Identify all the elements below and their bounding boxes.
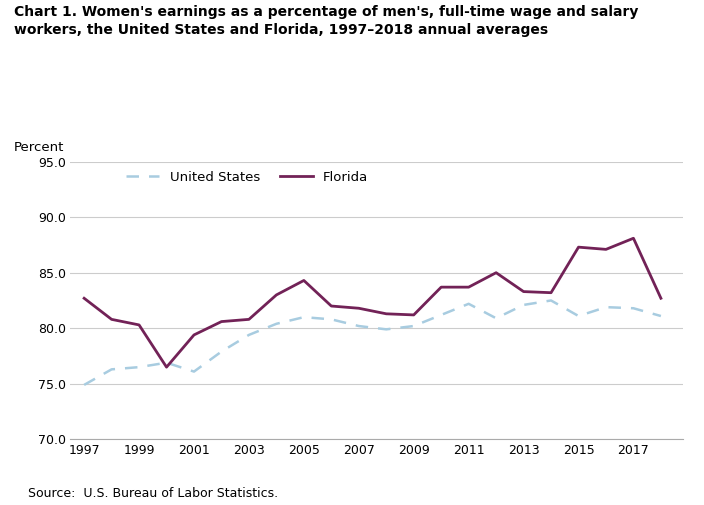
Legend: United States, Florida: United States, Florida: [126, 171, 368, 184]
Text: Source:  U.S. Bureau of Labor Statistics.: Source: U.S. Bureau of Labor Statistics.: [28, 487, 278, 500]
Text: Percent: Percent: [14, 141, 65, 154]
Text: Chart 1. Women's earnings as a percentage of men's, full-time wage and salary
wo: Chart 1. Women's earnings as a percentag…: [14, 5, 639, 37]
